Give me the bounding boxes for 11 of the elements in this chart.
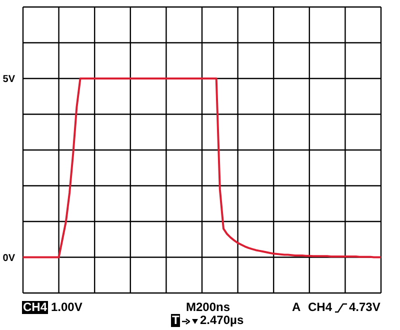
text: CH4 [22, 300, 48, 314]
text: 4.73V [349, 300, 380, 314]
text: A [292, 300, 301, 314]
text: 2.470µs [200, 313, 244, 327]
text: M200ns [186, 300, 230, 314]
text: T [171, 313, 180, 327]
text: CH4 [308, 300, 332, 314]
text: 1.00V [51, 300, 82, 314]
line-series [23, 78, 381, 258]
y-tick-label: 0V [2, 252, 16, 264]
y-tick-label: 5V [2, 74, 16, 86]
